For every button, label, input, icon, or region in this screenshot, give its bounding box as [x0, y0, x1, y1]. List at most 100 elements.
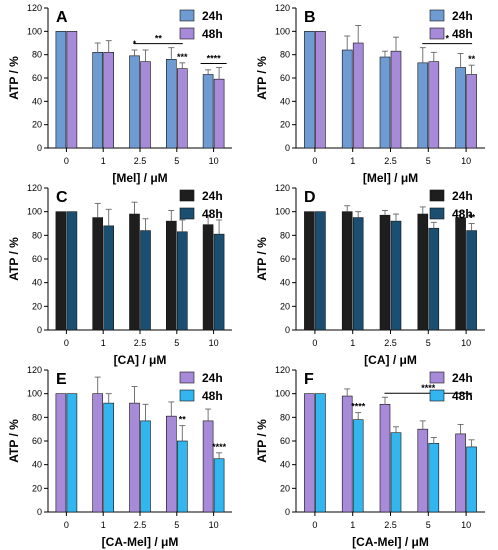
x-tick-label: 2.5	[134, 520, 147, 530]
x-axis-title: [CA] / μM	[364, 353, 417, 367]
legend-label: 48h	[452, 207, 473, 221]
panel-label: C	[56, 189, 68, 206]
x-tick-label: 10	[209, 520, 219, 530]
bar-24h	[417, 213, 429, 331]
bar-48h	[140, 420, 151, 513]
chart-panel-B: 0 20 40 60 80 100 120 0 1 2.5 5 10 ATP / % [Mel] / μM…	[255, 3, 485, 185]
significance-marker: **	[468, 54, 476, 64]
legend-swatch	[179, 207, 195, 220]
x-tick-label: 2.5	[384, 520, 397, 530]
x-axis-title: [Mel] / μM	[363, 171, 418, 185]
y-tick-label: 60	[32, 73, 42, 83]
legend-swatch	[429, 207, 445, 220]
legend-swatch	[179, 389, 195, 402]
bar-48h	[140, 230, 151, 331]
bar-24h	[202, 74, 214, 149]
x-tick-label: 1	[350, 156, 355, 166]
bar-48h	[390, 50, 402, 149]
legend-swatch	[429, 389, 445, 402]
bar-48h	[177, 440, 188, 513]
x-tick-label: 1	[350, 338, 355, 348]
y-axis-title: ATP / %	[255, 237, 269, 281]
bar-48h	[213, 458, 225, 513]
x-tick-label: 0	[312, 156, 317, 166]
bar-48h	[103, 52, 114, 149]
y-tick-label: 20	[32, 483, 42, 493]
bar-24h	[304, 211, 315, 331]
legend-swatch	[429, 371, 445, 384]
significance-marker: **	[468, 213, 476, 223]
bar-48h	[390, 432, 402, 513]
legend-label: 48h	[202, 27, 223, 41]
bar-24h	[129, 213, 140, 331]
x-tick-label: 2.5	[384, 338, 397, 348]
x-tick-label: 5	[426, 520, 431, 530]
y-tick-label: 0	[37, 143, 42, 153]
y-tick-label: 0	[285, 325, 290, 335]
y-tick-label: 0	[37, 507, 42, 517]
bar-24h	[455, 217, 466, 331]
y-tick-label: 20	[280, 120, 290, 130]
y-tick-label: 100	[275, 389, 290, 399]
bar-24h	[92, 217, 103, 331]
significance-marker: **	[179, 415, 187, 425]
legend-label: 24h	[452, 189, 473, 203]
legend-swatch	[429, 27, 445, 40]
x-tick-label: 2.5	[134, 338, 147, 348]
bar-48h	[213, 233, 225, 331]
bar-24h	[341, 395, 353, 513]
bar-24h	[455, 67, 466, 149]
bar-24h	[417, 428, 429, 513]
bar-24h	[379, 404, 391, 513]
bar-48h	[140, 61, 151, 149]
y-tick-label: 20	[32, 120, 42, 130]
x-tick-label: 10	[461, 338, 471, 348]
y-tick-label: 80	[32, 412, 42, 422]
bar-48h	[177, 68, 188, 149]
bar-48h	[352, 217, 364, 331]
bar-24h	[202, 420, 214, 513]
legend-label: 48h	[202, 389, 223, 403]
y-tick-label: 100	[27, 26, 42, 36]
legend-label: 24h	[202, 189, 223, 203]
bar-48h	[315, 31, 326, 149]
y-tick-label: 120	[27, 183, 42, 193]
y-tick-label: 20	[32, 301, 42, 311]
bar-24h	[129, 55, 140, 149]
y-tick-label: 100	[275, 26, 290, 36]
bar-24h	[166, 415, 177, 513]
panel-label: E	[56, 371, 67, 388]
significance-marker: *	[445, 34, 449, 44]
x-tick-label: 0	[312, 338, 317, 348]
bar-48h	[352, 42, 364, 149]
y-tick-label: 0	[285, 143, 290, 153]
bar-24h	[166, 59, 177, 149]
bar-48h	[466, 230, 477, 331]
x-tick-label: 5	[174, 338, 179, 348]
x-tick-label: 2.5	[384, 156, 397, 166]
x-tick-label: 5	[174, 156, 179, 166]
bar-48h	[66, 393, 78, 513]
chart-panel-A: 0 20 40 60 80 100 120 0 1 2.5 5 10 ATP / % [Mel] / μM…	[7, 3, 232, 185]
bar-48h	[428, 61, 440, 149]
bar-24h	[129, 402, 140, 513]
y-tick-label: 100	[275, 207, 290, 217]
x-tick-label: 5	[174, 520, 179, 530]
legend-label: 24h	[452, 371, 473, 385]
panel-label: F	[304, 371, 314, 388]
bar-48h	[315, 211, 326, 331]
y-tick-label: 20	[280, 301, 290, 311]
x-axis-title: [CA-Mel] / μM	[352, 535, 429, 549]
x-tick-label: 0	[64, 520, 69, 530]
x-tick-label: 10	[461, 156, 471, 166]
panel-label: A	[56, 9, 68, 26]
legend-swatch	[429, 189, 445, 202]
x-tick-label: 10	[461, 520, 471, 530]
x-axis-title: [CA] / μM	[114, 353, 167, 367]
chart-panel-D: 0 20 40 60 80 100 120 0 1 2.5 5 10 ATP / % [CA] / μM D…	[255, 183, 485, 367]
y-tick-label: 40	[32, 278, 42, 288]
y-tick-label: 80	[32, 50, 42, 60]
y-tick-label: 20	[280, 483, 290, 493]
x-tick-label: 0	[312, 520, 317, 530]
